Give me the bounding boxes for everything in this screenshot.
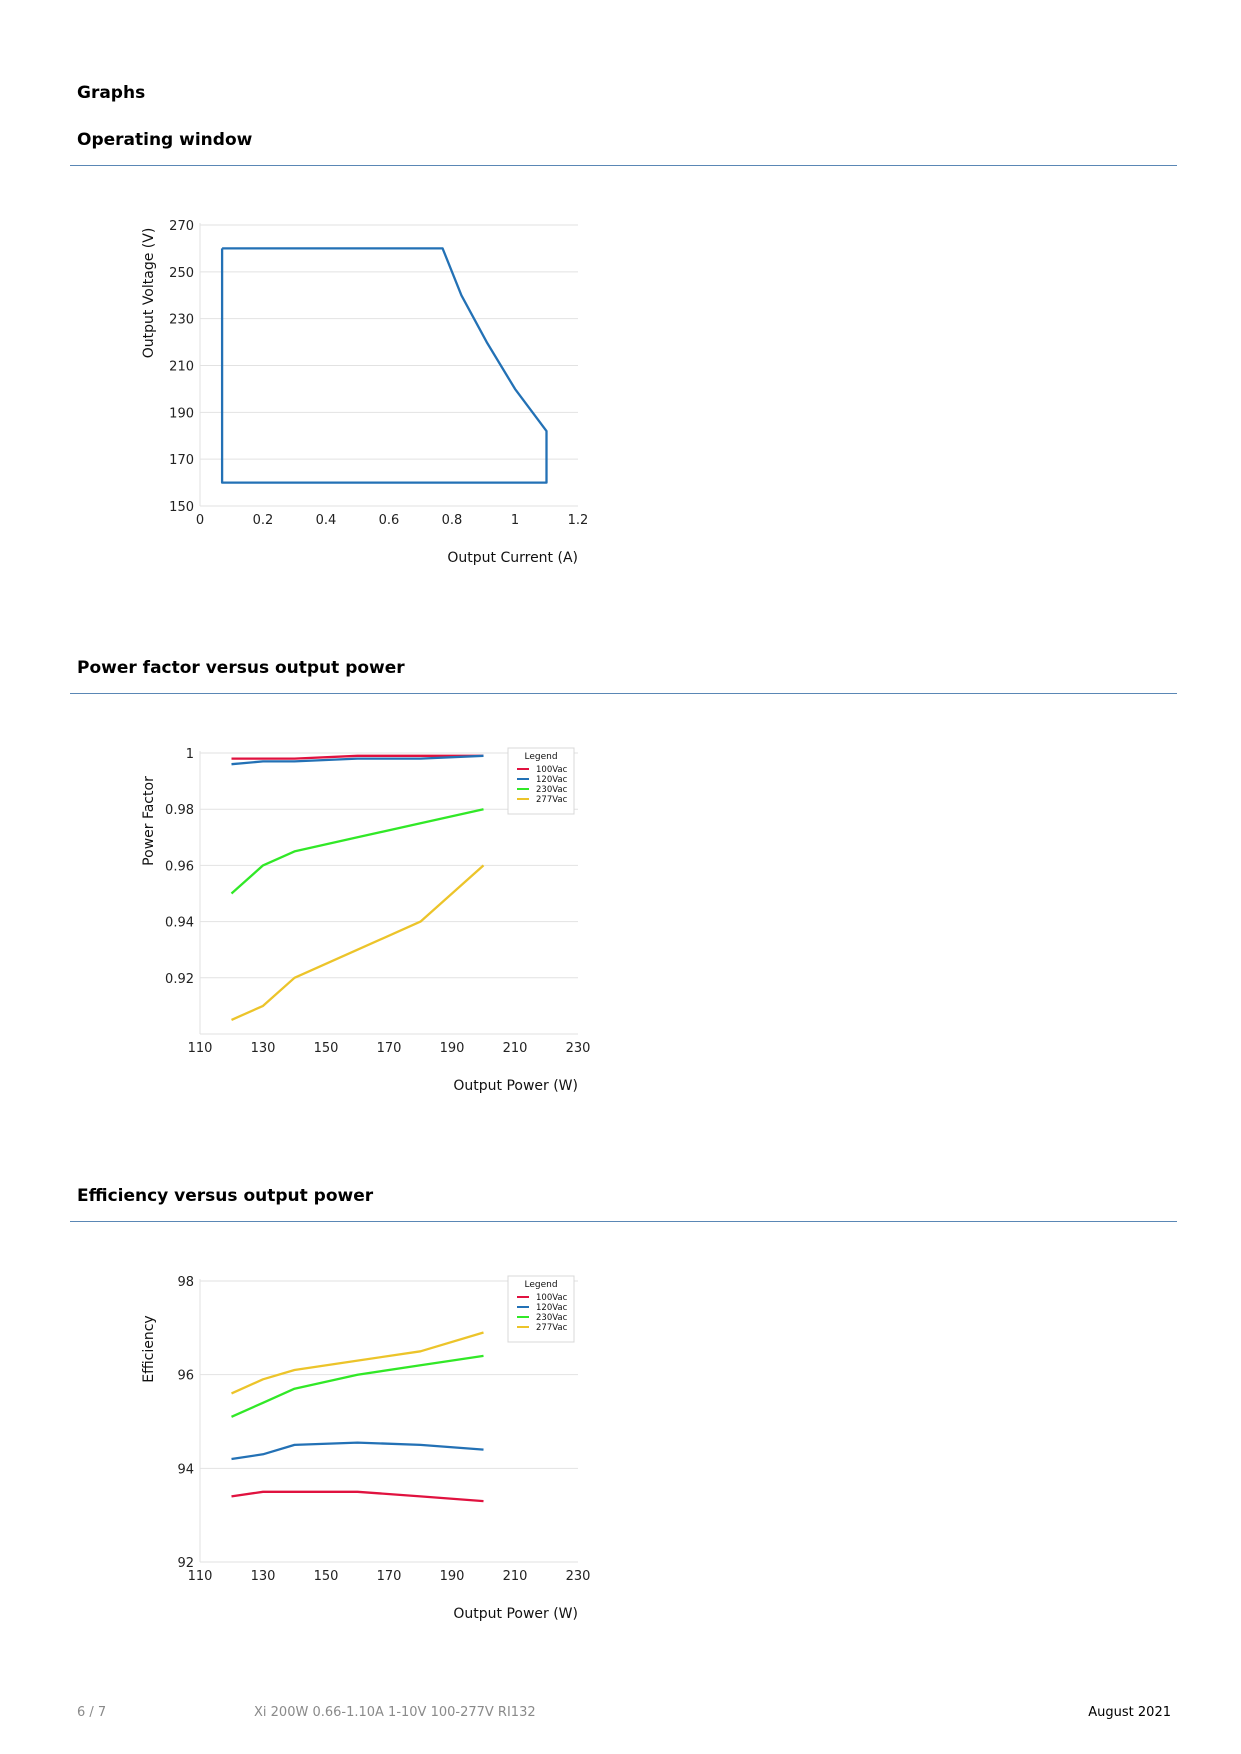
x-tick-label: 190 — [440, 1569, 465, 1584]
y-axis-title: Efficiency — [141, 1315, 157, 1382]
y-tick-label: 98 — [177, 1275, 194, 1290]
legend-item-label: 100Vac — [536, 1293, 568, 1303]
footer-date: August 2021 — [1088, 1705, 1171, 1720]
legend-box — [507, 747, 575, 815]
section-title-power-factor: Power factor versus output power — [77, 658, 405, 678]
x-tick-label: 190 — [440, 1041, 465, 1056]
y-axis-title: Output Voltage (V) — [141, 228, 157, 359]
power-factor-chart: 0.92 0.94 0.96 0.98 1 110 130 150 170 190 210 230 Ou… — [130, 728, 600, 1138]
x-axis-title: Output Current (A) — [447, 550, 578, 566]
y-tick-label: 190 — [169, 406, 194, 421]
x-tick-label: 130 — [251, 1041, 276, 1056]
section-title-operating-window: Operating window — [77, 130, 253, 150]
y-tick-label: 250 — [169, 266, 194, 281]
power-factor-svg: 0.92 0.94 0.96 0.98 1 110 130 150 170 190 210 230 Ou… — [141, 747, 591, 1094]
y-tick-label: 96 — [177, 1369, 194, 1384]
y-tick-label: 270 — [169, 219, 194, 234]
section-divider — [70, 693, 1177, 694]
legend-item-label: 230Vac — [536, 1313, 568, 1323]
page-section-title: Graphs — [77, 83, 146, 103]
x-tick-label: 150 — [314, 1041, 339, 1056]
series-line-120vac — [231, 1441, 484, 1461]
x-tick-label: 1.2 — [568, 513, 589, 528]
y-tick-label: 92 — [177, 1556, 194, 1571]
legend-title: Legend — [524, 1280, 557, 1290]
efficiency-svg: 92 94 96 98 110 130 150 170 190 210 230 Output Powe… — [141, 1275, 591, 1622]
x-tick-label: 210 — [503, 1041, 528, 1056]
x-axis-title: Output Power (W) — [453, 1606, 578, 1622]
legend-item-label: 277Vac — [536, 1323, 568, 1333]
x-tick-label: 130 — [251, 1569, 276, 1584]
footer-page-number: 6 / 7 — [77, 1705, 107, 1720]
series-line-230vac — [230, 808, 484, 895]
series-line-277vac — [231, 1331, 484, 1395]
y-tick-label: 230 — [169, 313, 194, 328]
section-divider — [70, 165, 1177, 166]
legend-item-label: 277Vac — [536, 795, 568, 805]
legend-item-label: 120Vac — [536, 775, 568, 785]
section-title-efficiency: Efficiency versus output power — [77, 1186, 374, 1206]
x-tick-label: 1 — [511, 513, 519, 528]
y-tick-label: 0.92 — [165, 972, 194, 987]
x-tick-label: 0.4 — [316, 513, 337, 528]
series-line-100vac — [231, 754, 484, 760]
series-line-277vac — [231, 864, 485, 1021]
y-tick-label: 210 — [169, 360, 194, 375]
x-axis-title: Output Power (W) — [453, 1078, 578, 1094]
x-tick-label: 170 — [377, 1041, 402, 1056]
y-tick-label: 1 — [186, 747, 194, 762]
x-tick-label: 150 — [314, 1569, 339, 1584]
series-line-120vac — [231, 754, 484, 766]
series-line-230vac — [231, 1354, 484, 1418]
y-tick-label: 94 — [177, 1462, 194, 1477]
x-tick-label: 230 — [566, 1569, 591, 1584]
legend-item-label: 230Vac — [536, 785, 568, 795]
x-tick-label: 0.2 — [253, 513, 274, 528]
legend-box — [507, 1275, 575, 1343]
operating-window-svg: 150 170 190 210 230 250 270 0 0.2 0.4 0.6 0.8 1 1.2 Ou… — [141, 219, 589, 566]
x-tick-label: 170 — [377, 1569, 402, 1584]
y-tick-label: 0.98 — [165, 803, 194, 818]
x-tick-label: 0.6 — [379, 513, 400, 528]
x-tick-label: 210 — [503, 1569, 528, 1584]
y-tick-label: 0.94 — [165, 916, 194, 931]
x-tick-label: 110 — [188, 1569, 213, 1584]
series-line-100vac — [231, 1490, 484, 1503]
legend-item-label: 100Vac — [536, 765, 568, 775]
legend-title: Legend — [524, 752, 557, 762]
y-tick-label: 170 — [169, 453, 194, 468]
y-tick-label: 0.96 — [165, 859, 194, 874]
operating-window-chart: 150 170 190 210 230 250 270 0 0.2 0.4 0.6 0.8 1 1.2 Ou… — [130, 200, 600, 610]
legend-item-label: 120Vac — [536, 1303, 568, 1313]
section-divider — [70, 1221, 1177, 1222]
y-tick-label: 150 — [169, 500, 194, 515]
efficiency-chart: 92 94 96 98 110 130 150 170 190 210 230 Output Powe… — [130, 1256, 600, 1666]
footer-product-name: Xi 200W 0.66-1.10A 1-10V 100-277V RI132 — [254, 1705, 536, 1720]
y-axis-title: Power Factor — [141, 776, 157, 866]
x-tick-label: 230 — [566, 1041, 591, 1056]
series-line — [220, 247, 548, 484]
x-tick-label: 0 — [196, 513, 204, 528]
x-tick-label: 110 — [188, 1041, 213, 1056]
x-tick-label: 0.8 — [442, 513, 463, 528]
